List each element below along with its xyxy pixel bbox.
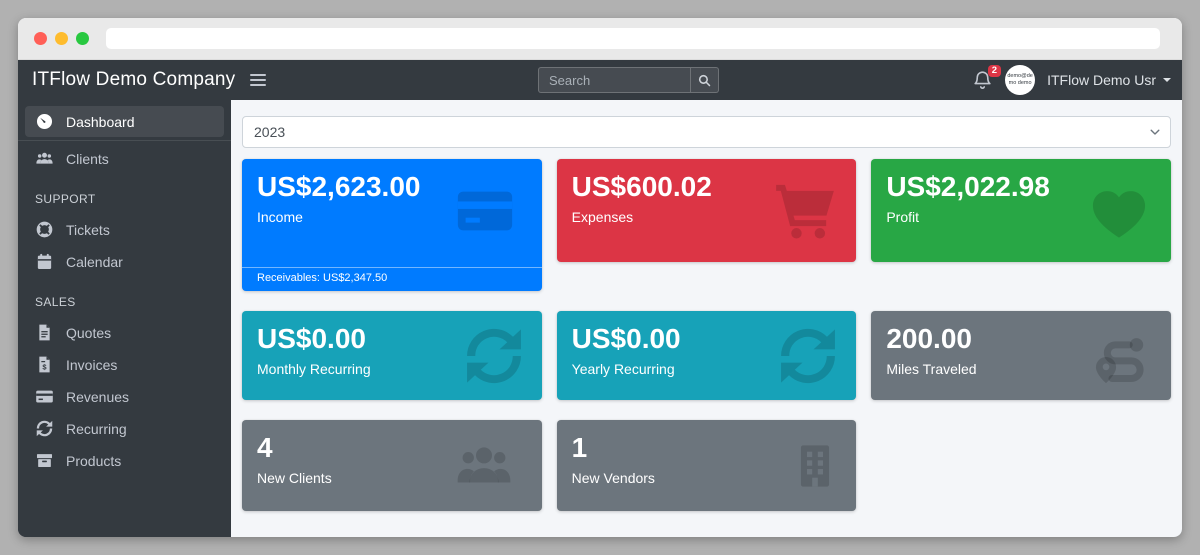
- close-window-button[interactable]: [34, 32, 47, 45]
- sidebar-item-label: Invoices: [66, 356, 118, 373]
- profit-label: Profit: [886, 209, 920, 225]
- expenses-label: Expenses: [571, 209, 634, 225]
- sidebar-item-label: Calendar: [66, 253, 123, 270]
- miles-traveled-card[interactable]: 200.00 Miles Traveled: [871, 311, 1171, 400]
- sidebar-item-label: Dashboard: [66, 113, 135, 130]
- stat-cards-grid: US$2,623.00 Income Receivables: US$2,347…: [242, 159, 1171, 511]
- sidebar-item-tickets[interactable]: Tickets: [25, 214, 224, 245]
- profit-value: US$2,022.98: [886, 171, 1050, 202]
- sidebar-item-label: Clients: [66, 150, 109, 167]
- miles-traveled-label: Miles Traveled: [886, 361, 977, 377]
- minimize-window-button[interactable]: [55, 32, 68, 45]
- tachometer-icon: [35, 112, 54, 131]
- income-value: US$2,623.00: [257, 171, 421, 202]
- yearly-recurring-value: US$0.00: [571, 323, 681, 354]
- user-name: ITFlow Demo Usr: [1047, 72, 1156, 88]
- browser-chrome: [18, 18, 1182, 60]
- expenses-value: US$600.02: [571, 171, 712, 202]
- sidebar-item-label: Tickets: [66, 221, 110, 238]
- expenses-card[interactable]: US$600.02 Expenses: [556, 159, 857, 262]
- credit-card-icon: [35, 387, 54, 406]
- brand-title: ITFlow Demo Company: [32, 69, 236, 90]
- search-button[interactable]: [690, 67, 719, 93]
- app-shell: ITFlow Demo Company 2 demo@demo demo ITF…: [18, 60, 1182, 537]
- users-icon: [35, 149, 54, 168]
- window-controls: [34, 32, 89, 45]
- file-lines-icon: [35, 323, 54, 342]
- top-navbar: ITFlow Demo Company 2 demo@demo demo ITF…: [18, 60, 1182, 100]
- file-invoice-dollar-icon: [35, 355, 54, 374]
- sidebar-item-revenues[interactable]: Revenues: [25, 381, 224, 412]
- sync-icon: [35, 419, 54, 438]
- sidebar-item-calendar[interactable]: Calendar: [25, 246, 224, 277]
- monthly-recurring-label: Monthly Recurring: [257, 361, 371, 377]
- search-icon: [697, 73, 712, 88]
- monthly-recurring-card[interactable]: US$0.00 Monthly Recurring: [242, 311, 542, 400]
- new-clients-value: 4: [257, 432, 273, 463]
- monthly-recurring-value: US$0.00: [257, 323, 366, 354]
- new-vendors-card[interactable]: 1 New Vendors: [556, 420, 857, 511]
- sidebar-item-invoices[interactable]: Invoices: [25, 349, 224, 380]
- yearly-recurring-card[interactable]: US$0.00 Yearly Recurring: [556, 311, 857, 400]
- sidebar-item-label: Recurring: [66, 420, 127, 437]
- maximize-window-button[interactable]: [76, 32, 89, 45]
- new-vendors-label: New Vendors: [571, 470, 655, 486]
- avatar[interactable]: demo@demo demo: [1005, 65, 1036, 95]
- url-bar[interactable]: [106, 28, 1160, 49]
- main-content: 2023 US$2,623.00 Income Receivables: US$…: [231, 100, 1182, 537]
- sidebar-header-sales: SALES: [35, 295, 76, 309]
- notification-badge: 2: [987, 64, 1002, 77]
- sidebar-item-products[interactable]: Products: [25, 445, 224, 476]
- new-clients-card[interactable]: 4 New Clients: [242, 420, 542, 511]
- menu-toggle-icon[interactable]: [248, 70, 268, 90]
- notifications-button[interactable]: 2: [972, 64, 1002, 91]
- search-input[interactable]: [538, 67, 690, 93]
- profit-card[interactable]: US$2,022.98 Profit: [871, 159, 1171, 262]
- caret-down-icon: [1163, 78, 1171, 82]
- income-card[interactable]: US$2,623.00 Income Receivables: US$2,347…: [242, 159, 542, 291]
- sidebar: Dashboard Clients SUPPORT Tickets Calend…: [18, 100, 231, 537]
- income-label: Income: [257, 209, 303, 225]
- sidebar-item-label: Products: [66, 452, 122, 469]
- navbar-right: 2 demo@demo demo ITFlow Demo Usr: [972, 64, 1182, 95]
- year-select[interactable]: 2023: [242, 116, 1171, 148]
- yearly-recurring-label: Yearly Recurring: [571, 361, 675, 377]
- sidebar-item-clients[interactable]: Clients: [25, 143, 224, 174]
- new-clients-label: New Clients: [257, 470, 332, 486]
- sidebar-item-label: Revenues: [66, 388, 130, 405]
- sidebar-item-quotes[interactable]: Quotes: [25, 317, 224, 348]
- miles-traveled-value: 200.00: [886, 323, 972, 354]
- box-icon: [35, 451, 54, 470]
- life-ring-icon: [35, 220, 54, 239]
- new-vendors-value: 1: [571, 432, 588, 463]
- year-filter: 2023: [242, 116, 1171, 148]
- sidebar-item-label: Quotes: [66, 324, 112, 341]
- calendar-icon: [35, 252, 54, 271]
- sidebar-header-support: SUPPORT: [35, 192, 96, 206]
- sidebar-item-dashboard[interactable]: Dashboard: [25, 106, 224, 137]
- browser-window: ITFlow Demo Company 2 demo@demo demo ITF…: [18, 18, 1182, 537]
- income-receivables: Receivables: US$2,347.50: [242, 267, 542, 291]
- sidebar-item-recurring[interactable]: Recurring: [25, 413, 224, 444]
- user-menu[interactable]: ITFlow Demo Usr: [1047, 72, 1171, 88]
- navbar-search: [538, 67, 719, 93]
